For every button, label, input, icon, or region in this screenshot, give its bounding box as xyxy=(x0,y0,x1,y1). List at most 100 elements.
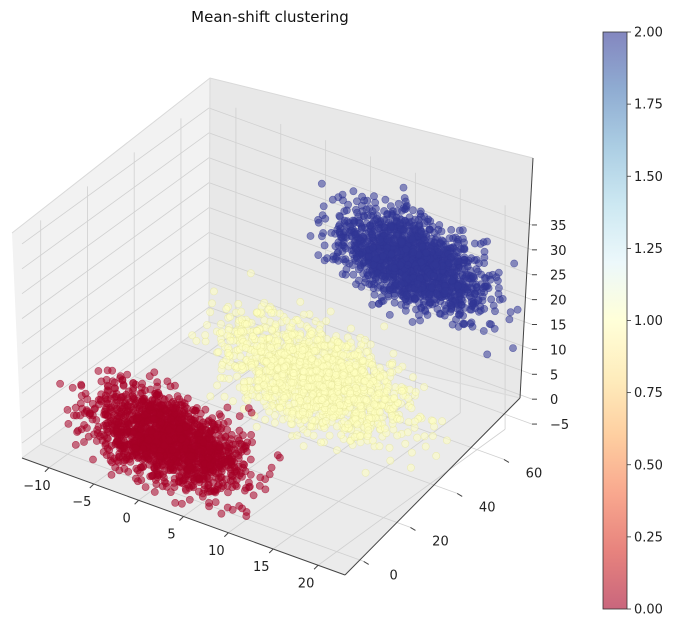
scatter-point xyxy=(323,353,331,362)
scatter-point xyxy=(438,236,446,245)
scatter-point xyxy=(467,254,476,263)
scatter-point xyxy=(351,230,360,239)
scatter-point xyxy=(111,384,119,392)
scatter-point xyxy=(314,215,322,224)
scatter-point xyxy=(92,416,101,424)
scatter-point xyxy=(191,442,200,451)
scatter-point xyxy=(288,409,297,418)
scatter-point xyxy=(169,404,178,413)
scatter-point xyxy=(393,431,402,440)
scatter-point xyxy=(335,211,344,220)
scatter-point xyxy=(270,418,279,427)
scatter-point xyxy=(95,400,103,409)
scatter-point xyxy=(505,315,514,324)
scatter-point xyxy=(252,308,261,317)
colorbar-gradient xyxy=(602,31,628,610)
scatter-point xyxy=(453,257,462,266)
scatter-point xyxy=(333,338,342,347)
scatter-point xyxy=(402,201,411,210)
scatter-point xyxy=(201,331,210,339)
scatter-point xyxy=(369,366,378,375)
scatter-point xyxy=(273,336,282,345)
scatter-point xyxy=(453,237,461,246)
scatter-point xyxy=(470,239,479,248)
scatter-point xyxy=(204,481,212,490)
scatter-point xyxy=(241,343,250,352)
scatter-point xyxy=(325,431,334,440)
x-tick-label: 10 xyxy=(208,544,225,559)
y-tick-label: 40 xyxy=(479,500,496,515)
scatter-point xyxy=(296,396,305,405)
scatter-point xyxy=(72,411,81,420)
scatter-point xyxy=(448,320,457,329)
scatter-point xyxy=(198,492,207,501)
z-tick-label: 10 xyxy=(550,343,567,358)
z-tick-label: −5 xyxy=(550,418,569,433)
chart-title: Mean-shift clustering xyxy=(191,8,349,26)
scatter-point xyxy=(181,422,190,431)
scatter-point xyxy=(136,389,145,398)
scatter-point xyxy=(235,502,244,510)
scatter-point xyxy=(327,341,336,350)
scatter-point xyxy=(344,420,352,429)
scatter-point xyxy=(104,427,113,436)
scatter-point xyxy=(133,477,142,486)
scatter-point xyxy=(246,470,255,479)
scatter-point xyxy=(77,381,86,390)
scatter-point xyxy=(131,399,140,407)
scatter-point xyxy=(380,322,389,331)
colorbar-tick-label: 1.25 xyxy=(634,242,663,257)
scatter-point xyxy=(384,290,392,299)
scatter-point xyxy=(217,509,226,518)
scatter-point xyxy=(214,348,223,356)
scatter-point xyxy=(486,275,495,284)
scatter-point xyxy=(409,373,417,382)
scatter-point xyxy=(240,383,249,392)
scatter-point xyxy=(361,468,370,477)
scatter-point xyxy=(133,454,142,462)
scatter-point xyxy=(63,405,72,414)
scatter-point xyxy=(153,382,162,391)
scatter-point xyxy=(410,294,419,303)
scatter-point xyxy=(175,425,184,433)
scatter-point xyxy=(246,455,255,464)
scatter-point xyxy=(307,354,316,363)
scatter-point xyxy=(406,463,415,472)
scatter-point xyxy=(276,403,284,412)
scatter-point xyxy=(187,452,196,460)
scatter-point xyxy=(421,307,430,316)
scatter-point xyxy=(296,357,304,366)
scatter-point xyxy=(177,435,186,443)
scatter-point xyxy=(400,194,409,202)
scatter-point xyxy=(163,457,172,465)
scatter-point xyxy=(448,268,457,277)
scatter-point xyxy=(325,369,334,377)
scatter-point xyxy=(333,446,341,455)
scatter-point xyxy=(354,265,363,274)
scatter-point xyxy=(308,416,317,425)
scatter-point xyxy=(280,394,289,402)
scatter-point xyxy=(420,383,428,391)
scatter-point xyxy=(160,477,169,486)
scatter-point xyxy=(340,216,349,225)
scatter-point xyxy=(152,480,161,489)
scatter-point xyxy=(354,212,363,221)
scatter-point xyxy=(306,232,315,240)
scatter-point xyxy=(203,321,211,329)
scatter-point xyxy=(333,378,342,386)
scatter-point xyxy=(341,258,350,266)
scatter-point xyxy=(182,486,190,495)
scatter-point xyxy=(209,287,218,296)
scatter-point xyxy=(104,411,112,420)
scatter-point xyxy=(460,253,469,262)
scatter-point xyxy=(477,280,486,289)
scatter-point xyxy=(341,227,350,235)
scatter-point xyxy=(369,260,378,269)
scatter-point xyxy=(321,214,330,223)
scatter-point xyxy=(305,337,313,346)
scatter-point xyxy=(131,443,140,452)
scatter-point xyxy=(247,430,255,439)
scatter-point xyxy=(372,254,381,263)
scatter-point xyxy=(280,363,288,372)
scatter-point xyxy=(129,430,138,438)
